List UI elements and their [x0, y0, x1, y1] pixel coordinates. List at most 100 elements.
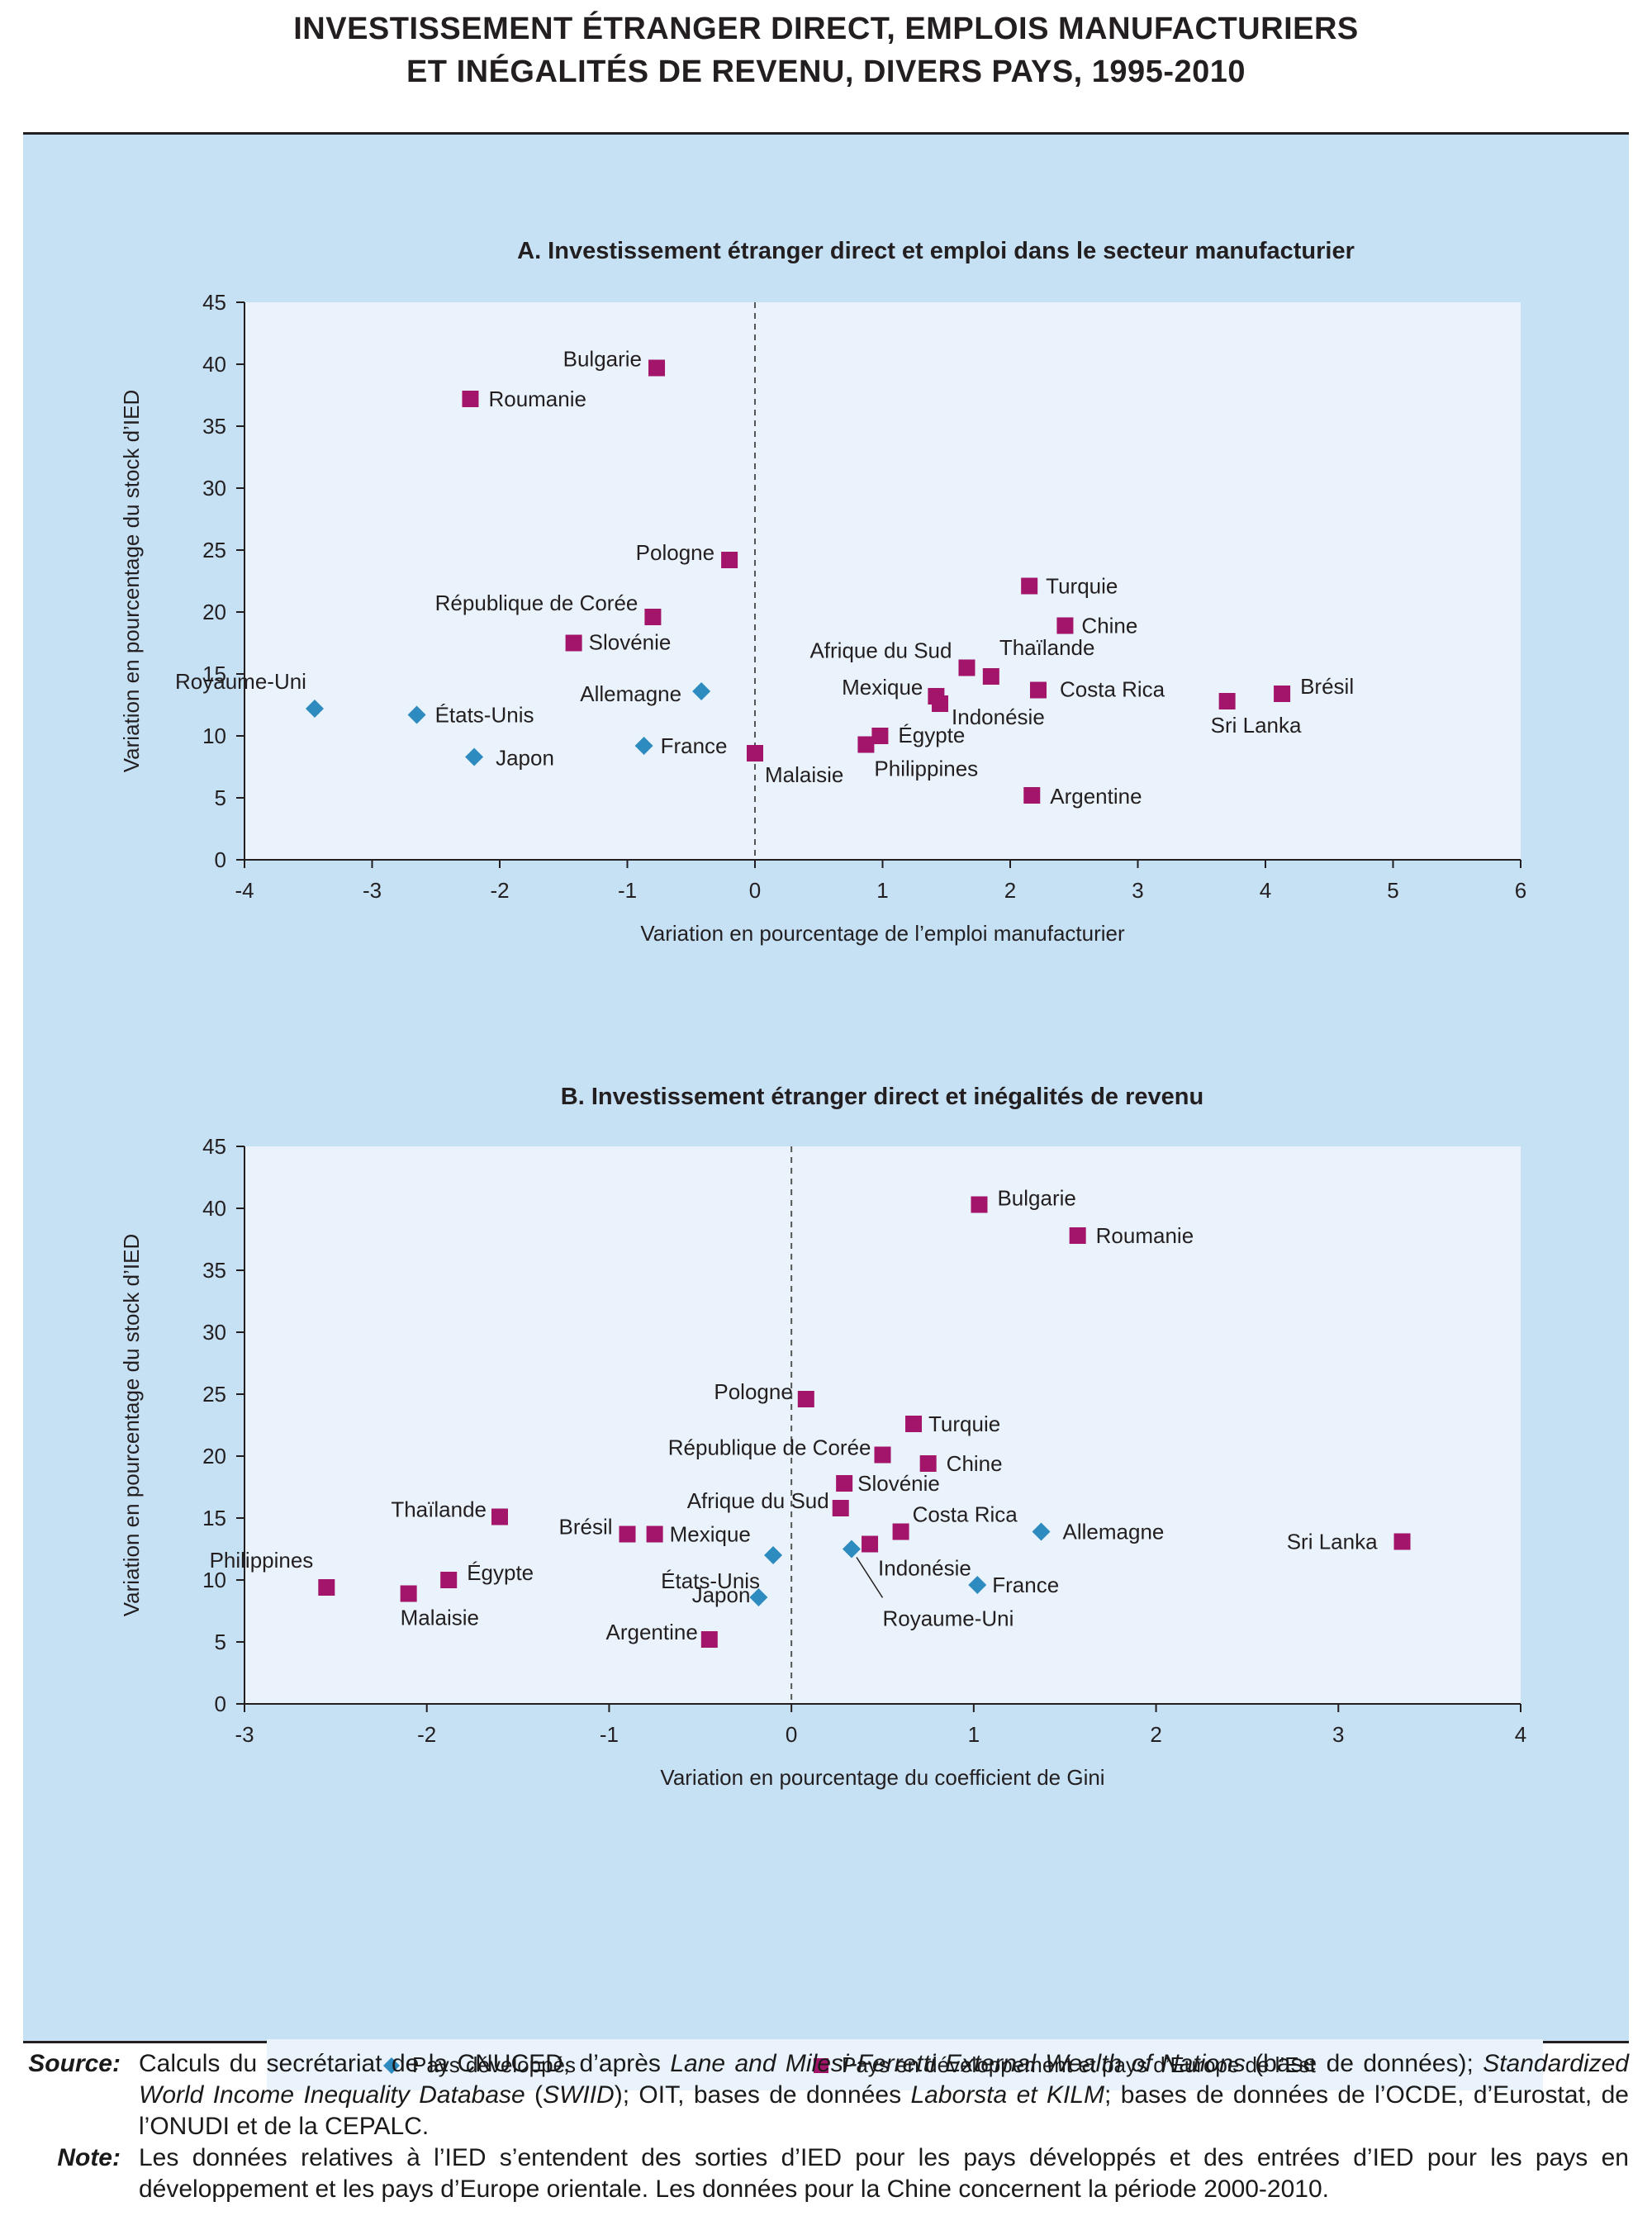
y-tick-label: 35 — [202, 1258, 226, 1283]
source-db-name: SWIID — [543, 2081, 615, 2109]
x-tick-label: 1 — [876, 878, 888, 903]
data-point-square — [797, 1391, 814, 1407]
point-label: Costa Rica — [1060, 677, 1165, 702]
data-point-square — [1218, 693, 1236, 709]
data-point-square — [919, 1455, 937, 1472]
data-point-square — [644, 609, 662, 625]
x-tick-label: -1 — [600, 1722, 619, 1747]
y-tick-label: 25 — [202, 1382, 226, 1407]
point-label: République de Corée — [668, 1435, 871, 1460]
data-point-square — [1056, 617, 1074, 634]
source-text-part: ( — [525, 2081, 544, 2109]
plot-area — [244, 302, 1521, 860]
source-text-part: Calculs du secrétariat de la CNUCED, d’a… — [139, 2050, 671, 2077]
y-tick-label: 45 — [202, 1134, 226, 1159]
legend-item-developed: Pays développés — [382, 2052, 576, 2078]
chart-a: A. Investissement étranger direct et emp… — [119, 238, 1526, 946]
y-tick-label: 0 — [215, 1691, 226, 1716]
data-point-square — [892, 1523, 909, 1540]
y-tick-label: 30 — [202, 1320, 226, 1345]
data-point-square — [871, 728, 889, 744]
legend-label-developing: Pays en développement et pays d’Europe d… — [842, 2052, 1316, 2077]
point-label: France — [992, 1573, 1059, 1597]
point-label: Royaume-Uni — [175, 669, 306, 694]
series-developing: Bulgarie Roumanie Pologne Turquie République… — [210, 1186, 1411, 1648]
point-label: France — [661, 733, 728, 758]
source-db-name: Lane and Milesi-Ferretti External Wealth… — [670, 2050, 1246, 2077]
point-label: États-Unis — [661, 1568, 760, 1593]
point-label: Japon — [692, 1582, 751, 1607]
source-text-part: (base de données); — [1245, 2050, 1483, 2077]
point-label: Indonésie — [952, 705, 1045, 729]
note: Note: Les données relatives à l’IED s’en… — [23, 2142, 1629, 2205]
source-text: Calculs du secrétariat de la CNUCED, d’a… — [139, 2048, 1629, 2142]
data-point-diamond — [764, 1546, 783, 1564]
point-label: Thaïlande — [391, 1497, 487, 1522]
data-point-square — [400, 1585, 417, 1602]
x-tick-label: -4 — [235, 878, 254, 903]
diamond-marker-icon — [383, 2057, 400, 2074]
data-point-square — [440, 1572, 458, 1588]
data-point-square — [646, 1525, 663, 1543]
legend-item-developing: Pays en développement et pays d’Europe d… — [812, 2052, 1316, 2078]
y-tick-label: 0 — [215, 847, 226, 872]
data-point-diamond — [305, 700, 324, 718]
point-label: Thaïlande — [999, 635, 1095, 660]
point-label: Philippines — [874, 757, 978, 781]
y-tick-label: 20 — [202, 1444, 226, 1468]
data-point-square — [1023, 787, 1041, 804]
data-point-square — [874, 1446, 891, 1464]
data-point-square — [619, 1525, 636, 1543]
source-text-part: ); OIT, bases de données — [614, 2081, 911, 2109]
note-key: Note — [57, 2144, 112, 2171]
series-developing: Bulgarie Roumanie Pologne République de Cor… — [435, 347, 1354, 809]
point-label: Malaisie — [401, 1606, 479, 1630]
data-point-diamond — [749, 1588, 768, 1606]
data-point-square — [747, 745, 763, 762]
point-label: Afrique du Sud — [687, 1488, 829, 1513]
y-tick-label: 30 — [202, 476, 226, 501]
point-label: Mexique — [670, 1522, 751, 1547]
point-label: Allemagne — [1063, 1520, 1165, 1544]
data-point-diamond — [1032, 1522, 1051, 1541]
x-tick-label: 4 — [1515, 1722, 1526, 1747]
y-tick-label: 40 — [202, 1196, 226, 1221]
point-label: Japon — [496, 746, 554, 771]
chart-title-line-2: ET INÉGALITÉS DE REVENU, DIVERS PAYS, 19… — [406, 55, 1246, 89]
x-tick-label: -2 — [490, 878, 509, 903]
charts-canvas: A. Investissement étranger direct et emp… — [119, 238, 1526, 1790]
y-axis-title: Variation en pourcentage du stock d’IED — [119, 390, 144, 772]
data-point-square — [565, 634, 582, 652]
x-tick-label: 0 — [749, 878, 761, 903]
figure-panel: A. Investissement étranger direct et emp… — [23, 132, 1629, 2090]
data-point-diamond — [692, 682, 711, 700]
data-point-square — [462, 391, 479, 407]
note-text: Les données relatives à l’IED s’entenden… — [139, 2144, 1629, 2203]
y-tick-label: 25 — [202, 538, 226, 562]
data-point-square — [836, 1475, 853, 1492]
data-point-square — [862, 1535, 879, 1553]
point-label: Afrique du Sud — [809, 638, 952, 663]
square-marker-icon — [814, 2057, 828, 2073]
data-point-square — [1274, 686, 1291, 702]
y-tick-label: 40 — [202, 352, 226, 377]
plot-area — [244, 1146, 1521, 1704]
data-point-square — [1069, 1227, 1086, 1244]
x-tick-label: -1 — [618, 878, 637, 903]
x-tick-label: 6 — [1515, 878, 1526, 903]
y-tick-label: 15 — [202, 1506, 226, 1530]
legend-label-developed: Pays développés — [412, 2052, 577, 2077]
source-note: Source: Calculs du secrétariat de la CNU… — [23, 2048, 1629, 2142]
x-tick-label: 2 — [1150, 1722, 1161, 1747]
x-axis-title: Variation en pourcentage de l’emploi man… — [640, 921, 1125, 946]
x-tick-label: 3 — [1132, 878, 1143, 903]
data-point-square — [971, 1196, 988, 1213]
y-tick-label: 20 — [202, 600, 226, 624]
data-point-square — [932, 695, 949, 712]
point-label: Turquie — [1046, 574, 1118, 599]
data-point-diamond — [634, 737, 653, 755]
point-label: Roumanie — [488, 387, 586, 411]
source-key: Source — [28, 2050, 112, 2077]
data-point-square — [1021, 577, 1038, 595]
point-label: Sri Lanka — [1211, 713, 1302, 738]
